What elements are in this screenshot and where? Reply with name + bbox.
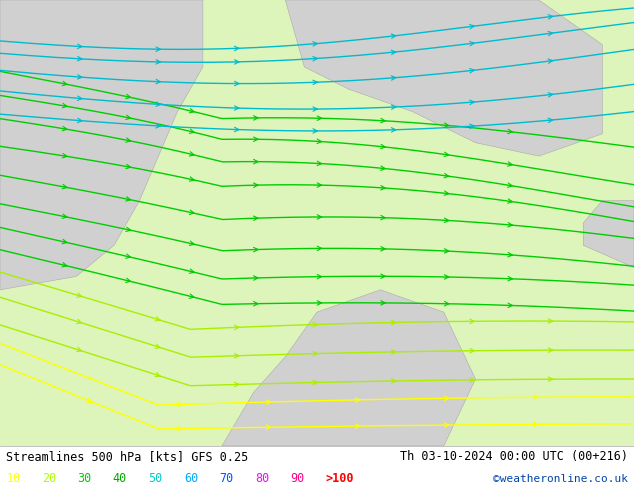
Text: 40: 40 [113,472,127,486]
Polygon shape [222,290,476,446]
Text: ©weatheronline.co.uk: ©weatheronline.co.uk [493,474,628,484]
Polygon shape [0,0,203,290]
Text: 80: 80 [255,472,269,486]
Text: 60: 60 [184,472,198,486]
Text: >100: >100 [326,472,354,486]
Text: 90: 90 [290,472,304,486]
Text: 20: 20 [42,472,56,486]
Text: Streamlines 500 hPa [kts] GFS 0.25: Streamlines 500 hPa [kts] GFS 0.25 [6,450,249,464]
Text: Th 03-10-2024 00:00 UTC (00+216): Th 03-10-2024 00:00 UTC (00+216) [399,450,628,464]
Polygon shape [285,0,602,156]
Text: 10: 10 [6,472,20,486]
Text: 50: 50 [148,472,162,486]
Polygon shape [583,201,634,268]
Text: 70: 70 [219,472,233,486]
Text: 30: 30 [77,472,91,486]
